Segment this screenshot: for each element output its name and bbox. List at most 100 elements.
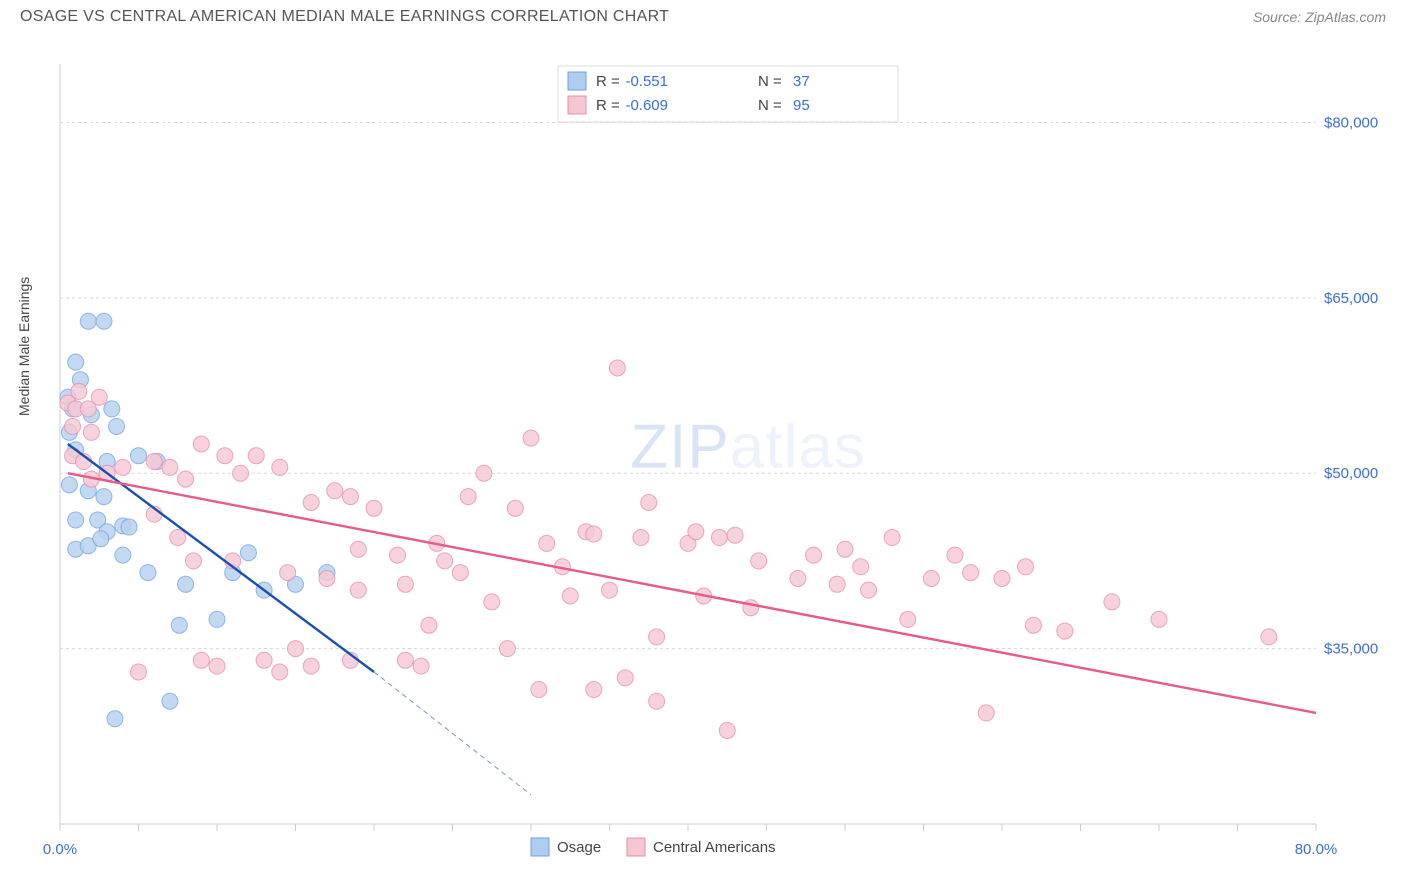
legend-bottom-label: Central Americans bbox=[653, 839, 776, 856]
legend-bottom-swatch bbox=[627, 838, 645, 856]
data-point bbox=[884, 530, 900, 546]
trend-line bbox=[68, 444, 374, 672]
data-point bbox=[185, 553, 201, 569]
source-name: ZipAtlas.com bbox=[1305, 9, 1386, 25]
data-point bbox=[1057, 623, 1073, 639]
legend-r-label: R = bbox=[596, 73, 620, 90]
data-point bbox=[350, 582, 366, 598]
data-point bbox=[484, 594, 500, 610]
data-point bbox=[829, 576, 845, 592]
data-point bbox=[437, 553, 453, 569]
data-point bbox=[806, 547, 822, 563]
legend-n-value: 37 bbox=[793, 73, 810, 90]
data-point bbox=[397, 576, 413, 592]
data-point bbox=[272, 664, 288, 680]
data-point bbox=[233, 465, 249, 481]
data-point bbox=[248, 448, 264, 464]
data-point bbox=[727, 527, 743, 543]
data-point bbox=[319, 570, 335, 586]
legend-r-value: -0.551 bbox=[625, 73, 668, 90]
x-tick-label: 80.0% bbox=[1295, 841, 1338, 858]
data-point bbox=[303, 494, 319, 510]
data-point bbox=[131, 664, 147, 680]
data-point bbox=[71, 383, 87, 399]
watermark: ZIPatlas bbox=[630, 412, 865, 481]
data-point bbox=[602, 582, 618, 598]
data-point bbox=[994, 570, 1010, 586]
data-point bbox=[91, 389, 107, 405]
data-point bbox=[719, 722, 735, 738]
data-point bbox=[68, 354, 84, 370]
data-point bbox=[861, 582, 877, 598]
data-point bbox=[900, 611, 916, 627]
data-point bbox=[413, 658, 429, 674]
data-point bbox=[109, 418, 125, 434]
data-point bbox=[649, 693, 665, 709]
data-point bbox=[115, 459, 131, 475]
data-point bbox=[256, 652, 272, 668]
data-point bbox=[303, 658, 319, 674]
data-point bbox=[649, 629, 665, 645]
data-point bbox=[539, 535, 555, 551]
data-point bbox=[288, 641, 304, 657]
data-point bbox=[452, 565, 468, 581]
data-point bbox=[65, 418, 81, 434]
data-point bbox=[1025, 617, 1041, 633]
data-point bbox=[1018, 559, 1034, 575]
data-point bbox=[853, 559, 869, 575]
trend-line bbox=[68, 473, 1316, 713]
data-point bbox=[193, 652, 209, 668]
data-point bbox=[61, 477, 77, 493]
source-prefix: Source: bbox=[1253, 9, 1305, 25]
data-point bbox=[178, 576, 194, 592]
y-axis-label: Median Male Earnings bbox=[16, 277, 32, 416]
data-point bbox=[421, 617, 437, 633]
data-point bbox=[115, 547, 131, 563]
data-point bbox=[790, 570, 806, 586]
data-point bbox=[507, 500, 523, 516]
data-point bbox=[978, 705, 994, 721]
data-point bbox=[171, 617, 187, 633]
data-point bbox=[947, 547, 963, 563]
trend-line-extension bbox=[374, 672, 531, 795]
data-point bbox=[107, 711, 123, 727]
data-point bbox=[397, 652, 413, 668]
chart-title: OSAGE VS CENTRAL AMERICAN MEDIAN MALE EA… bbox=[20, 8, 669, 26]
data-point bbox=[923, 570, 939, 586]
legend-bottom-swatch bbox=[531, 838, 549, 856]
data-point bbox=[96, 313, 112, 329]
data-point bbox=[217, 448, 233, 464]
legend-n-label: N = bbox=[758, 97, 782, 114]
scatter-chart: $35,000$50,000$65,000$80,0000.0%80.0%ZIP… bbox=[20, 40, 1386, 872]
data-point bbox=[460, 489, 476, 505]
data-point bbox=[688, 524, 704, 540]
y-tick-label: $50,000 bbox=[1324, 465, 1378, 482]
data-point bbox=[531, 682, 547, 698]
data-point bbox=[83, 424, 99, 440]
data-point bbox=[499, 641, 515, 657]
data-point bbox=[633, 530, 649, 546]
data-point bbox=[68, 512, 84, 528]
data-point bbox=[1104, 594, 1120, 610]
y-tick-label: $80,000 bbox=[1324, 114, 1378, 131]
data-point bbox=[272, 459, 288, 475]
data-point bbox=[963, 565, 979, 581]
data-point bbox=[162, 693, 178, 709]
data-point bbox=[562, 588, 578, 604]
data-point bbox=[193, 436, 209, 452]
data-point bbox=[711, 530, 727, 546]
chart-source: Source: ZipAtlas.com bbox=[1253, 9, 1386, 25]
x-tick-label: 0.0% bbox=[43, 841, 77, 858]
legend-r-value: -0.609 bbox=[625, 97, 668, 114]
data-point bbox=[140, 565, 156, 581]
data-point bbox=[350, 541, 366, 557]
legend-bottom-label: Osage bbox=[557, 839, 601, 856]
data-point bbox=[523, 430, 539, 446]
y-tick-label: $35,000 bbox=[1324, 641, 1378, 658]
data-point bbox=[1261, 629, 1277, 645]
data-point bbox=[751, 553, 767, 569]
data-point bbox=[617, 670, 633, 686]
data-point bbox=[80, 313, 96, 329]
data-point bbox=[586, 526, 602, 542]
legend-n-value: 95 bbox=[793, 97, 810, 114]
